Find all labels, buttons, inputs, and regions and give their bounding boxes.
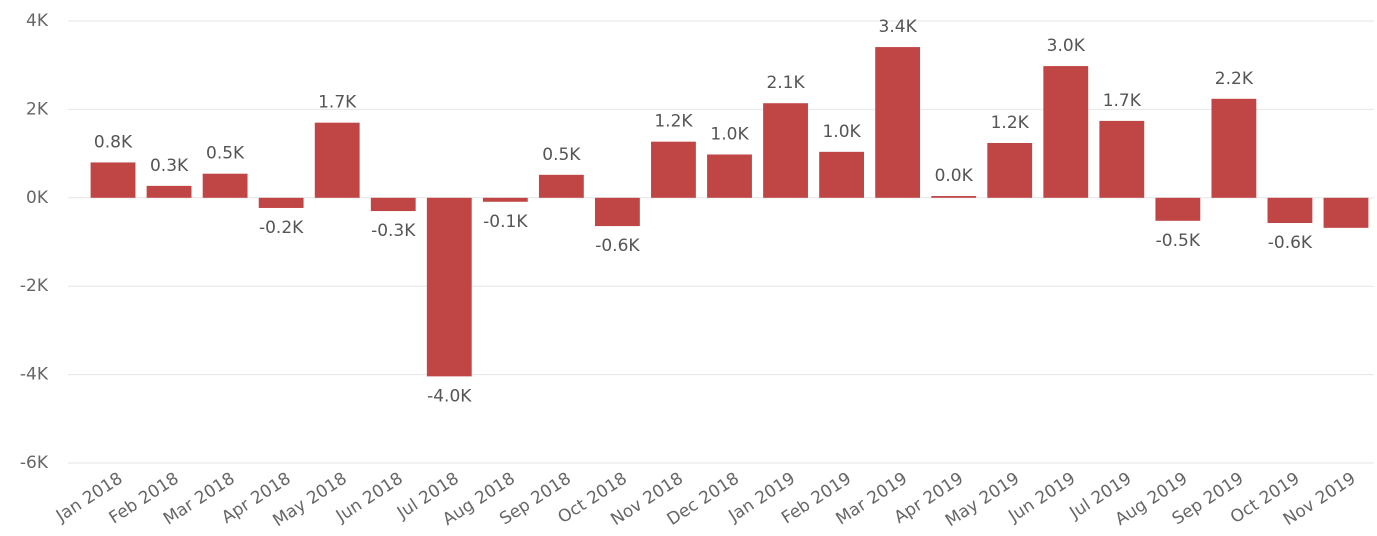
- data-label: 1.2K: [654, 112, 693, 132]
- bar: [1323, 197, 1369, 228]
- data-label: -0.5K: [1156, 231, 1201, 251]
- bar: [1043, 66, 1089, 198]
- bar: [202, 173, 248, 198]
- bar: [482, 197, 528, 202]
- y-tick-label: 0K: [26, 188, 49, 208]
- y-tick-label: 2K: [26, 99, 49, 119]
- data-label: 1.2K: [991, 113, 1030, 133]
- bar: [875, 47, 921, 198]
- data-label: 2.2K: [1215, 69, 1254, 89]
- data-label: 0.3K: [150, 156, 189, 176]
- bar: [651, 141, 696, 198]
- y-tick-label: 4K: [26, 11, 49, 31]
- y-tick-label: -6K: [20, 453, 49, 473]
- data-label: -0.6K: [595, 236, 640, 256]
- y-tick-label: -2K: [20, 276, 49, 296]
- bar: [707, 154, 752, 198]
- bar: [1211, 98, 1257, 198]
- data-label: 2.1K: [766, 73, 805, 93]
- bar: [1267, 197, 1313, 223]
- bar: [1155, 197, 1201, 221]
- data-label: -0.3K: [371, 221, 416, 241]
- data-label: 1.0K: [710, 124, 749, 144]
- bar: [146, 185, 192, 198]
- bar: [426, 197, 472, 377]
- bar: [987, 142, 1033, 198]
- bar: [931, 196, 977, 198]
- data-label: 1.7K: [1103, 91, 1142, 111]
- data-label: 1.0K: [822, 122, 861, 142]
- bar: [314, 122, 360, 198]
- data-label: 0.5K: [206, 144, 245, 164]
- data-label: -4.0K: [427, 386, 472, 406]
- data-label: -0.6K: [1268, 233, 1313, 253]
- data-label: 0.5K: [542, 145, 581, 165]
- data-label: 3.4K: [879, 17, 918, 37]
- bar: [819, 151, 865, 198]
- bar: [594, 197, 640, 227]
- data-label: 0.0K: [935, 166, 974, 186]
- bar: [538, 174, 584, 198]
- bar: [763, 103, 808, 198]
- data-label: 1.7K: [318, 93, 357, 113]
- bar: [370, 197, 416, 212]
- y-tick-label: -4K: [20, 365, 49, 385]
- data-label: -0.1K: [483, 212, 528, 232]
- bar: [1099, 120, 1145, 198]
- data-label: -0.2K: [259, 218, 304, 238]
- bar: [258, 197, 304, 208]
- bar: [90, 162, 136, 198]
- data-label: 3.0K: [1047, 36, 1086, 56]
- data-label: 0.8K: [94, 132, 133, 152]
